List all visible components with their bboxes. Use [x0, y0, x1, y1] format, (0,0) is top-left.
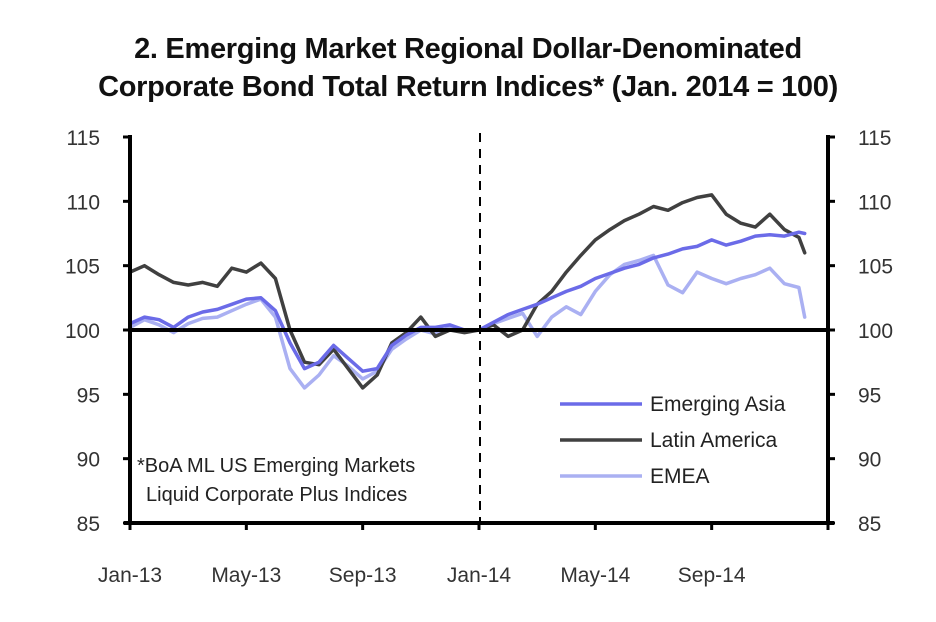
series-layer — [128, 193, 807, 390]
series-line-emea — [128, 253, 807, 390]
x-tick-label: Jan-14 — [447, 564, 512, 587]
x-tick-label: Jan-13 — [98, 564, 162, 587]
right-y-tick-label: 105 — [858, 256, 893, 279]
right-y-tick-label: 95 — [858, 384, 881, 407]
legend-label-emerging-asia: Emerging Asia — [650, 393, 786, 416]
legend: Emerging Asia Latin America EMEA — [560, 393, 786, 488]
left-y-tick-label: 95 — [77, 384, 100, 407]
series-line-emerging-asia — [128, 230, 807, 373]
right-y-tick-label: 115 — [858, 127, 891, 150]
left-y-tick-label: 85 — [77, 513, 100, 536]
left-y-tick-label: 100 — [65, 320, 100, 343]
footnote-line-1: *BoA ML US Emerging Markets — [137, 455, 415, 477]
left-y-tick-label: 110 — [67, 191, 100, 214]
right-y-tick-label: 90 — [858, 449, 881, 472]
chart-title-line-1: 2. Emerging Market Regional Dollar-Denom… — [134, 33, 802, 65]
right-y-tick-label: 100 — [858, 320, 893, 343]
chart-title-line-2: Corporate Bond Total Return Indices* (Ja… — [98, 71, 838, 103]
footnote: *BoA ML US Emerging Markets Liquid Corpo… — [137, 455, 415, 506]
left-y-tick-label: 105 — [65, 256, 100, 279]
legend-label-emea: EMEA — [650, 465, 710, 488]
x-tick-label: Sep-14 — [678, 564, 746, 587]
ticks-layer — [123, 135, 835, 530]
right-y-tick-label: 110 — [858, 191, 891, 214]
left-y-tick-label: 90 — [77, 449, 100, 472]
x-tick-label: May-13 — [211, 564, 281, 587]
footnote-line-2: Liquid Corporate Plus Indices — [146, 484, 407, 506]
series-line-latin-america — [128, 193, 807, 390]
labels-layer: 85 85 90 90 95 95 100 100 105 105 110 110 115 115 Jan-… — [65, 127, 893, 587]
x-tick-label: May-14 — [560, 564, 630, 587]
legend-label-latin-america: Latin America — [650, 429, 778, 452]
left-y-tick-label: 115 — [67, 127, 100, 150]
chart-title: 2. Emerging Market Regional Dollar-Denom… — [0, 30, 936, 106]
x-tick-label: Sep-13 — [329, 564, 397, 587]
right-y-tick-label: 85 — [858, 513, 881, 536]
